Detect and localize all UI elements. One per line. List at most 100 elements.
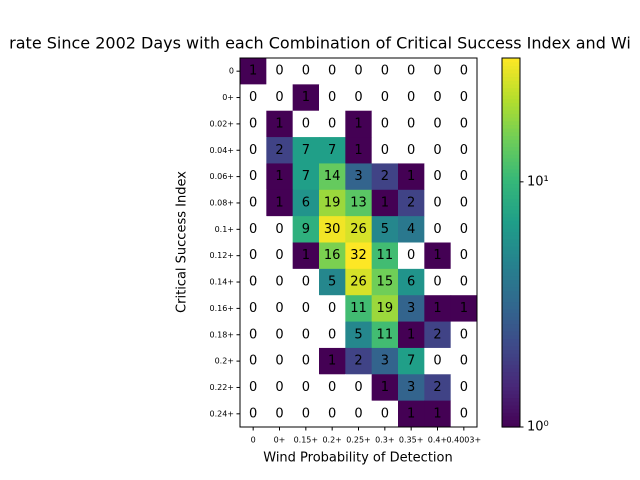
cell-label: 0: [328, 64, 336, 79]
heat-cell: [450, 137, 478, 164]
colorbar-segment: [502, 131, 520, 137]
heat-cell: [450, 84, 478, 112]
heat-cell: [450, 295, 478, 323]
heat-cell: [345, 163, 373, 191]
cell-label: 5: [328, 275, 336, 290]
heat-cell: [450, 374, 478, 402]
heat-cell: [345, 347, 373, 375]
cell-label: 0: [249, 222, 257, 237]
x-tick-label: 0+: [274, 436, 286, 445]
cell-label: 1: [275, 116, 283, 131]
colorbar-segment: [502, 356, 520, 362]
colorbar-segment: [502, 209, 520, 214]
heat-cell: [319, 216, 346, 243]
cell-label: 2: [433, 380, 441, 395]
cell-label: 0: [249, 248, 257, 263]
colorbar-segment: [502, 105, 520, 111]
x-tick-label: 0.2+: [322, 436, 341, 445]
heat-cell: [450, 242, 478, 270]
colorbar-segment: [502, 316, 520, 321]
cell-label: 0: [249, 116, 257, 131]
heat-cell: [424, 347, 452, 375]
colorbar-segment: [502, 242, 520, 247]
heat-cell: [240, 110, 267, 138]
heat-cell: [424, 295, 452, 323]
heat-cell: [424, 268, 452, 296]
colorbar-segment: [502, 65, 520, 70]
cell-label: 0: [433, 275, 441, 290]
colorbar-segment: [502, 146, 520, 151]
cell-label: 19: [377, 301, 394, 316]
cell-label: 0: [249, 143, 257, 158]
cell-label: 1: [249, 64, 257, 79]
cell-label: 0: [275, 64, 283, 79]
colorbar-segment: [502, 235, 520, 240]
cell-label: 0: [460, 169, 468, 184]
heat-cell: [319, 58, 346, 85]
colorbar-segment: [502, 165, 520, 170]
colorbar-segment: [502, 187, 520, 192]
heat-cell: [240, 58, 267, 85]
colorbar-segment: [502, 397, 520, 402]
colorbar-segment: [502, 72, 520, 78]
heat-cell: [450, 163, 478, 191]
heat-cell: [345, 110, 373, 138]
colorbar-segment: [502, 260, 520, 266]
cell-label: 0: [381, 64, 389, 79]
heat-cell: [450, 58, 478, 85]
cell-label: 1: [433, 406, 441, 421]
cell-label: 0: [275, 222, 283, 237]
heat-cell: [292, 137, 320, 164]
cell-label: 0: [381, 90, 389, 105]
colorbar-segment: [502, 172, 520, 177]
cell-label: 1: [302, 90, 310, 105]
cell-label: 1: [460, 301, 468, 316]
cell-label: 0: [381, 143, 389, 158]
colorbar-segment: [502, 327, 520, 332]
cell-label: 0: [275, 90, 283, 105]
heat-cell: [345, 374, 373, 402]
cell-label: 0: [460, 195, 468, 210]
colorbar-segment: [502, 161, 520, 166]
colorbar-segment: [502, 286, 520, 292]
heat-cell: [371, 268, 399, 296]
heat-cell: [450, 110, 478, 138]
heat-cell: [240, 268, 267, 296]
cell-label: 2: [433, 327, 441, 342]
colorbar-segment: [502, 297, 520, 303]
heat-cell: [240, 400, 267, 428]
heat-cell: [398, 268, 425, 296]
heat-cell: [292, 58, 320, 85]
cell-label: 0: [433, 354, 441, 369]
heat-cell: [292, 110, 320, 138]
cell-label: 0: [381, 116, 389, 131]
colorbar-tick-label: 10⁰: [527, 420, 549, 435]
colorbar-segment: [502, 283, 520, 288]
y-tick-label: 0.02+: [209, 119, 234, 128]
cell-label: 1: [407, 406, 415, 421]
heat-cell: [371, 242, 399, 270]
heat-cell: [319, 110, 346, 138]
heat-cell: [345, 268, 373, 296]
colorbar-segment: [502, 386, 520, 391]
cell-label: 0: [407, 143, 415, 158]
colorbar-segment: [502, 231, 520, 236]
colorbar-segment: [502, 334, 520, 340]
heat-cell: [371, 189, 399, 217]
cell-label: 9: [302, 222, 310, 237]
cell-label: 11: [350, 301, 367, 316]
heat-cell: [240, 321, 267, 349]
colorbar-segment: [502, 415, 520, 421]
colorbar-segment: [502, 345, 520, 351]
heat-cell: [240, 347, 267, 375]
colorbar-segment: [502, 257, 520, 262]
colorbar-segment: [502, 102, 520, 107]
cell-label: 16: [324, 248, 341, 263]
heat-cell: [266, 137, 294, 164]
cell-label: 0: [275, 301, 283, 316]
cell-label: 1: [354, 143, 362, 158]
cell-label: 5: [354, 327, 362, 342]
heat-cell: [319, 137, 346, 164]
cell-label: 0: [275, 406, 283, 421]
heat-cell: [371, 347, 399, 375]
